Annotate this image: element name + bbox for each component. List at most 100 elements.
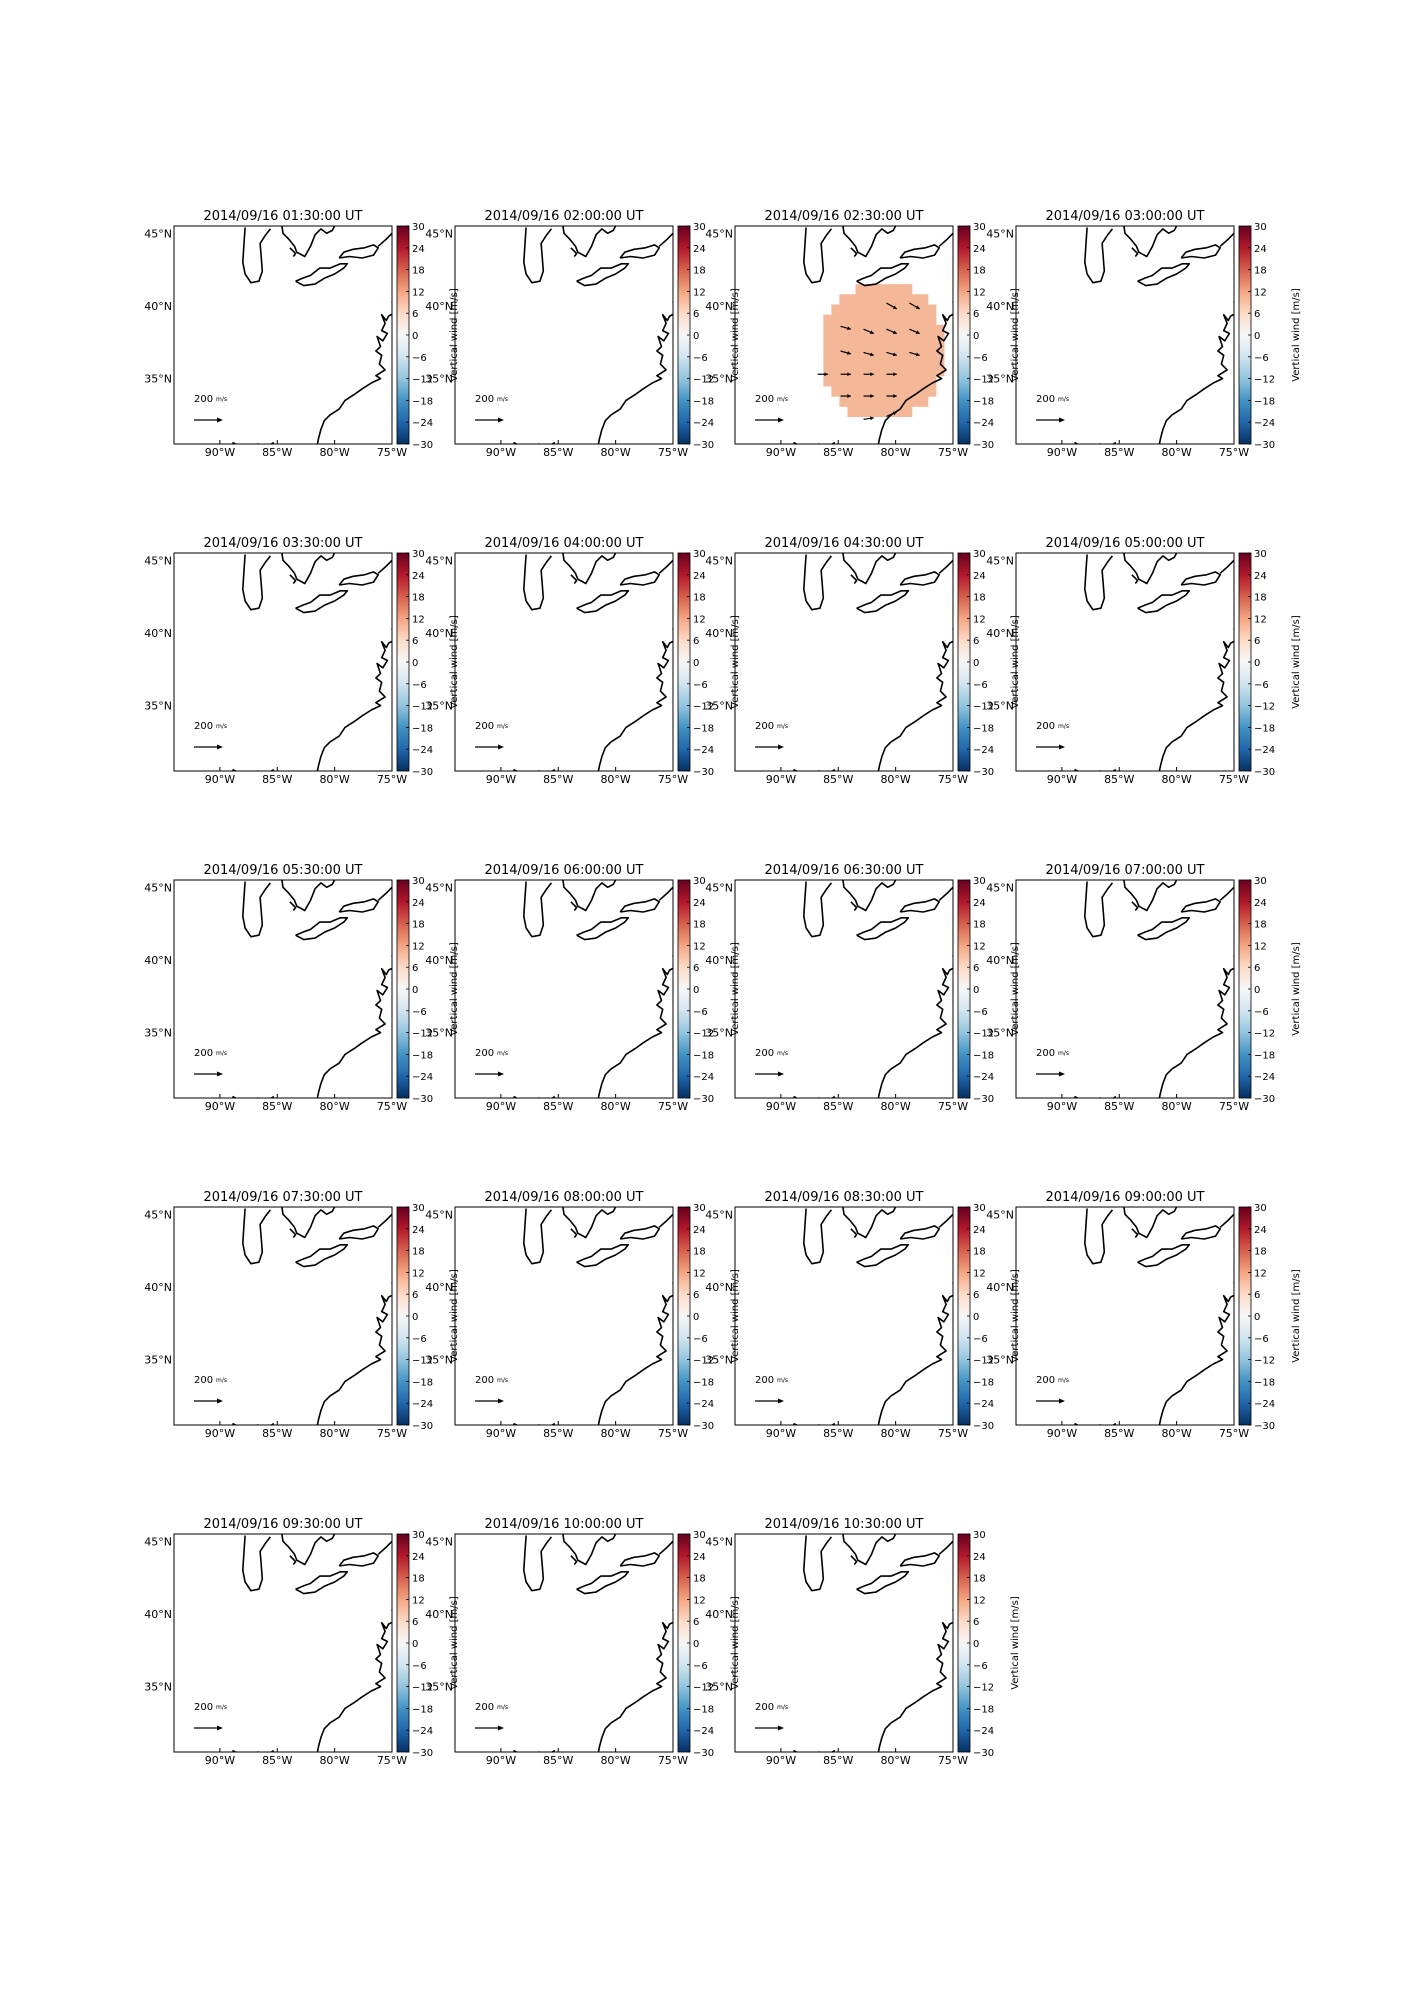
y-tick-label: 40°N [705,1608,733,1621]
colorbar-tick-label: 0 [1254,331,1260,342]
y-tick-label: 45°N [425,1208,453,1221]
colorbar-tick-label: 30 [412,222,425,233]
coastline-ontario [338,1552,379,1567]
colorbar-tick-label: 18 [693,1247,706,1258]
x-tick-label: 75°W [938,1427,968,1440]
colorbar-tick-label: −12 [973,375,994,386]
colorbar-tick-label: 24 [1254,244,1267,255]
coastline-huron [562,226,617,258]
x-tick-label: 80°W [319,1427,349,1440]
x-tick-label: 90°W [1047,773,1077,786]
map-frame [173,1206,393,1426]
x-tick-label: 90°W [486,773,516,786]
x-tick-label: 75°W [377,773,407,786]
heat-cell [895,385,905,397]
y-tick-label: 40°N [425,954,453,967]
wind-vector-head [869,330,874,334]
y-tick-label: 45°N [425,554,453,567]
heat-cell [855,284,865,295]
x-tick-label: 85°W [543,1100,573,1113]
y-tick-label: 40°N [986,300,1014,313]
colorbar-tick-label: −18 [412,396,433,407]
heat-cell [919,304,929,316]
map-frame [734,1533,954,1753]
wind-vector-head [915,330,920,334]
coastline-ontario [1180,571,1221,586]
heat-cell [935,355,945,367]
colorbar-tick-label: −12 [693,1029,714,1040]
heat-cell [919,396,929,407]
vertical-wind-patch [823,284,945,417]
heat-cell [895,284,905,295]
heat-cell [831,324,841,336]
colorbar-tick-label: −30 [1254,767,1275,778]
coastlines [232,1534,392,1752]
colorbar-tick-label: 18 [1254,920,1267,931]
panel-title: 2014/09/16 07:00:00 UT [1045,863,1204,878]
colorbar-tick-label: −30 [693,767,714,778]
heat-cell [855,345,865,356]
heat-cell [911,324,921,336]
reference-arrow-label: 200 [475,1702,494,1713]
heat-cell [895,335,905,346]
colorbar-tick-label: 12 [412,1268,425,1279]
x-tick-label: 75°W [658,446,688,459]
colorbar-tick-label: 18 [973,1574,986,1585]
heat-cell [863,335,873,346]
heat-cell [879,304,889,316]
colorbar-tick-label: 30 [1254,549,1267,560]
colorbar-label: Vertical wind [m/s] [1010,1596,1021,1690]
heat-cell [895,365,905,377]
x-tick-label: 80°W [600,1427,630,1440]
coastline-stl [1219,886,1234,901]
reference-arrow-unit: m/s [777,1704,788,1711]
heat-cell [831,345,841,356]
coastline-bay [850,1228,858,1238]
map-panel: 2014/09/16 05:00:00 UT 90°W 85°W 80°W 75°W 45… [986,536,1302,786]
y-tick-label: 40°N [144,300,172,313]
heat-cell [823,314,832,326]
coastlines [1074,226,1234,444]
x-tick-label: 75°W [658,1427,688,1440]
colorbar-tick-label: −24 [1254,1399,1275,1410]
colorbar-tick-label: 24 [1254,1225,1267,1236]
map-panel: 2014/09/16 10:30:00 UT 90°W 85°W 80°W 75°W 45… [705,1517,1021,1767]
colorbar-tick-label: 30 [973,876,986,887]
map-frame [173,1533,393,1753]
map-panel: 2014/09/16 04:30:00 UT 90°W 85°W 80°W 75°W 45… [705,536,1021,786]
reference-arrow-unit: m/s [1058,396,1069,403]
reference-arrow-unit: m/s [777,396,788,403]
coastline-east [877,628,953,771]
reference-arrow-label: 200 [1036,394,1055,405]
heat-cell [903,375,913,387]
reference-arrow-label: 200 [194,1048,213,1059]
y-tick-label: 35°N [144,373,172,386]
colorbar-tick-label: 6 [973,309,979,320]
coastline-ontario [619,244,660,259]
coastline-ontario [1180,244,1221,259]
coastline-stl [377,559,392,574]
reference-arrow-unit: m/s [1058,723,1069,730]
y-tick-label: 40°N [986,627,1014,640]
x-tick-label: 90°W [486,1100,516,1113]
panel-title: 2014/09/16 10:00:00 UT [484,1517,643,1532]
y-tick-label: 45°N [144,1208,172,1221]
panel-title: 2014/09/16 05:30:00 UT [203,863,362,878]
heat-cell [831,365,841,377]
coastline-bay [850,901,858,911]
colorbar-tick-label: −12 [1254,702,1275,713]
heat-cell [855,396,865,407]
coastline-ontario [338,1225,379,1240]
map-frame [1015,1206,1235,1426]
colorbar-tick-label: 0 [1254,985,1260,996]
heat-cell [871,345,881,356]
y-tick-label: 45°N [144,1535,172,1548]
colorbar-tick-label: 0 [973,985,979,996]
y-tick-label: 45°N [144,881,172,894]
x-tick-label: 75°W [377,1427,407,1440]
coastline-east [316,628,392,771]
heat-cell [855,324,865,336]
colorbar-tick-label: 30 [1254,222,1267,233]
x-tick-label: 85°W [262,1754,292,1767]
coastline-erie [295,1571,349,1595]
